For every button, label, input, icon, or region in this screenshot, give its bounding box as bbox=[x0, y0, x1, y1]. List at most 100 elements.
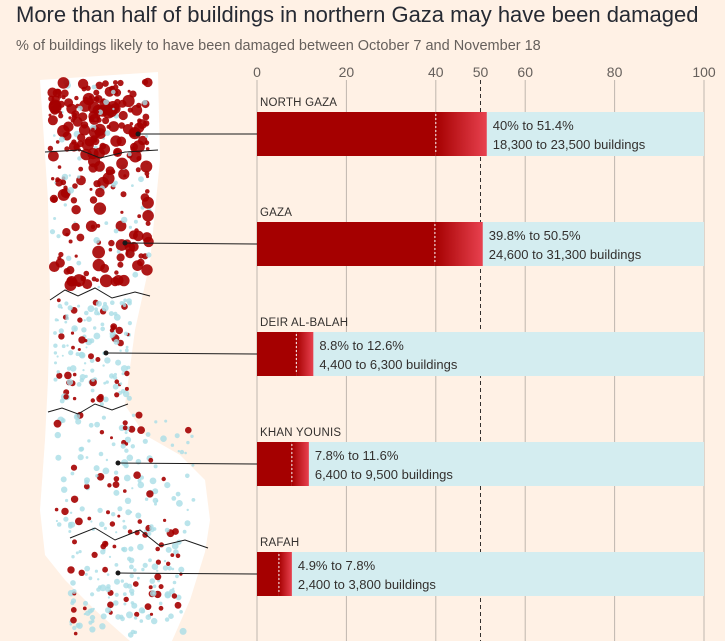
map-building-spot bbox=[53, 377, 58, 382]
map-building-spot bbox=[61, 344, 66, 349]
bar-low-estimate bbox=[257, 222, 435, 266]
map-building-spot bbox=[75, 352, 80, 357]
map-damage-spot bbox=[141, 264, 153, 276]
map-building-spot bbox=[106, 573, 110, 576]
map-building-spot bbox=[164, 591, 172, 598]
map-building-spot bbox=[125, 509, 132, 516]
map-building-spot bbox=[113, 470, 119, 475]
map-building-spot bbox=[77, 156, 82, 161]
map-building-spot bbox=[100, 613, 107, 620]
map-building-spot bbox=[124, 431, 128, 435]
map-building-spot bbox=[109, 330, 116, 337]
map-damage-spot bbox=[155, 546, 160, 552]
map-damage-spot bbox=[96, 473, 105, 481]
map-building-spot bbox=[53, 343, 58, 348]
map-building-spot bbox=[79, 352, 86, 359]
map-building-spot bbox=[174, 433, 180, 439]
map-damage-spot bbox=[143, 77, 153, 88]
map-building-spot bbox=[172, 587, 175, 590]
map-building-spot bbox=[139, 619, 144, 623]
map-building-spot bbox=[103, 301, 107, 306]
map-damage-spot bbox=[117, 79, 124, 87]
map-building-spot bbox=[58, 328, 64, 334]
chart-title: More than half of buildings in northern … bbox=[16, 2, 699, 27]
map-damage-spot bbox=[72, 539, 77, 545]
map-building-spot bbox=[113, 375, 118, 380]
map-damage-spot bbox=[72, 183, 78, 189]
map-damage-spot bbox=[57, 100, 65, 108]
map-building-spot bbox=[128, 225, 132, 229]
map-building-spot bbox=[130, 601, 135, 605]
map-damage-spot bbox=[109, 328, 115, 333]
map-damage-spot bbox=[158, 605, 164, 611]
map-damage-spot bbox=[66, 277, 75, 285]
leader-anchor-dot bbox=[115, 570, 121, 576]
map-damage-spot bbox=[122, 94, 135, 108]
map-damage-spot bbox=[95, 81, 104, 90]
map-building-spot bbox=[82, 369, 85, 372]
map-damage-spot bbox=[70, 331, 75, 335]
bar-buildings-label: 4,400 to 6,300 buildings bbox=[319, 357, 458, 372]
map-building-spot bbox=[127, 152, 132, 157]
map-damage-spot bbox=[137, 426, 146, 434]
map-building-spot bbox=[99, 521, 105, 528]
map-damage-spot bbox=[145, 189, 150, 194]
map-building-spot bbox=[60, 476, 67, 483]
map-building-spot bbox=[151, 563, 159, 570]
map-building-spot bbox=[107, 596, 110, 599]
map-building-spot bbox=[68, 350, 74, 356]
map-damage-spot bbox=[123, 489, 127, 493]
map-building-spot bbox=[65, 316, 70, 321]
map-building-spot bbox=[66, 344, 69, 347]
map-damage-spot bbox=[93, 96, 100, 102]
map-building-spot bbox=[145, 432, 151, 437]
bar-buildings-label: 2,400 to 3,800 buildings bbox=[298, 577, 437, 592]
map-building-spot bbox=[113, 372, 117, 377]
map-damage-spot bbox=[109, 521, 116, 527]
map-building-spot bbox=[97, 578, 100, 581]
leader-line bbox=[117, 572, 258, 575]
map-building-spot bbox=[88, 576, 93, 581]
map-building-spot bbox=[84, 480, 89, 485]
map-building-spot bbox=[117, 506, 123, 512]
map-damage-spot bbox=[85, 85, 91, 91]
map-building-spot bbox=[90, 592, 95, 597]
map-building-spot bbox=[123, 331, 129, 336]
map-building-spot bbox=[126, 395, 132, 401]
map-building-spot bbox=[64, 301, 69, 306]
map-building-spot bbox=[137, 543, 144, 551]
map-building-spot bbox=[73, 221, 76, 224]
map-building-spot bbox=[121, 547, 126, 552]
map-building-spot bbox=[54, 361, 57, 365]
bar-low-estimate bbox=[257, 442, 292, 486]
map-building-spot bbox=[102, 396, 109, 403]
bar-total-background bbox=[257, 552, 704, 596]
map-damage-spot bbox=[116, 157, 128, 170]
map-building-spot bbox=[71, 555, 75, 559]
bar-buildings-label: 24,600 to 31,300 buildings bbox=[489, 247, 642, 262]
map-building-spot bbox=[102, 467, 110, 475]
map-building-spot bbox=[130, 444, 135, 449]
map-damage-spot bbox=[87, 516, 92, 521]
map-building-spot bbox=[178, 566, 185, 573]
map-damage-spot bbox=[116, 136, 127, 147]
map-damage-spot bbox=[154, 573, 162, 581]
region-label: DEIR AL-BALAH bbox=[260, 317, 348, 329]
map-damage-spot bbox=[174, 601, 182, 609]
map-damage-spot bbox=[78, 124, 91, 136]
map-damage-spot bbox=[78, 166, 84, 172]
map-building-spot bbox=[153, 464, 158, 469]
map-building-spot bbox=[56, 522, 62, 527]
map-damage-spot bbox=[117, 514, 121, 518]
map-building-spot bbox=[191, 463, 195, 467]
map-damage-spot bbox=[62, 131, 72, 141]
map-damage-spot bbox=[99, 142, 107, 150]
map-building-spot bbox=[83, 612, 87, 616]
map-building-spot bbox=[59, 398, 65, 404]
bar-range-label: 8.8% to 12.6% bbox=[319, 338, 404, 353]
map-building-spot bbox=[167, 566, 172, 571]
map-damage-spot bbox=[68, 239, 73, 244]
map-building-spot bbox=[58, 136, 65, 143]
map-building-spot bbox=[91, 84, 97, 90]
map-damage-spot bbox=[122, 420, 128, 426]
